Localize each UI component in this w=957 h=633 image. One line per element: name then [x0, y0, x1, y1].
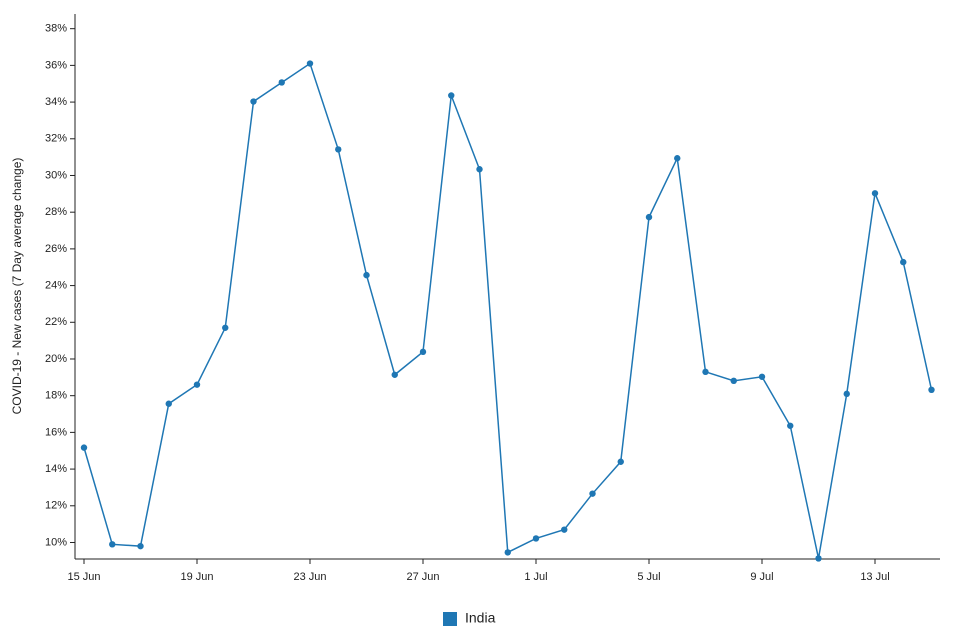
point [871, 190, 879, 197]
y-tick-label: 28% [45, 206, 67, 218]
y-tick-label: 26% [45, 243, 67, 255]
point [758, 373, 766, 380]
x-tick-label: 15 Jun [67, 571, 100, 583]
point [702, 368, 709, 376]
x-tick-label: 9 Jul [750, 571, 773, 583]
point [193, 381, 201, 388]
point [391, 371, 398, 378]
y-tick-label: 16% [45, 426, 67, 438]
point [645, 213, 653, 221]
point [561, 526, 568, 533]
point [165, 400, 172, 407]
point [109, 541, 116, 548]
x-tick-label: 5 Jul [637, 571, 660, 583]
point [80, 444, 88, 451]
point [222, 324, 229, 331]
point [335, 146, 342, 153]
y-tick-label: 18% [45, 390, 67, 402]
line [83, 62, 933, 559]
y-tick-label: 32% [45, 133, 67, 145]
legend-swatch [443, 612, 457, 626]
point [815, 555, 822, 562]
point [532, 535, 540, 542]
point [363, 271, 370, 279]
point [900, 258, 907, 266]
y-tick-label: 24% [45, 279, 67, 291]
point [674, 155, 681, 162]
point [787, 422, 794, 429]
x-tick-label: 1 Jul [524, 571, 547, 583]
y-tick-label: 22% [45, 316, 67, 328]
point [928, 386, 935, 394]
point [278, 79, 285, 86]
y-tick-label: 36% [45, 59, 67, 71]
point [730, 377, 737, 385]
point [306, 60, 314, 67]
y-tick-label: 34% [45, 96, 67, 108]
point [137, 542, 144, 550]
point [617, 458, 624, 465]
legend-label: India [465, 610, 496, 626]
x-tick-label: 27 Jun [406, 571, 439, 583]
point [589, 490, 596, 497]
y-tick-label: 10% [45, 536, 67, 548]
y-tick-label: 38% [45, 23, 67, 35]
y-tick-label: 12% [45, 500, 67, 512]
y-tick-label: 30% [45, 169, 67, 181]
point [250, 98, 257, 105]
x-tick-label: 23 Jun [293, 571, 326, 583]
point [476, 166, 483, 173]
point [504, 549, 511, 556]
point [448, 92, 455, 99]
x-tick-label: 13 Jul [860, 571, 889, 583]
y-tick-label: 14% [45, 463, 67, 475]
point [843, 390, 850, 398]
x-tick-label: 19 Jun [180, 571, 213, 583]
y-tick-label: 20% [45, 353, 67, 365]
y-axis-label: COVID-19 - New cases (7 Day average chan… [10, 158, 24, 415]
point [419, 348, 427, 356]
